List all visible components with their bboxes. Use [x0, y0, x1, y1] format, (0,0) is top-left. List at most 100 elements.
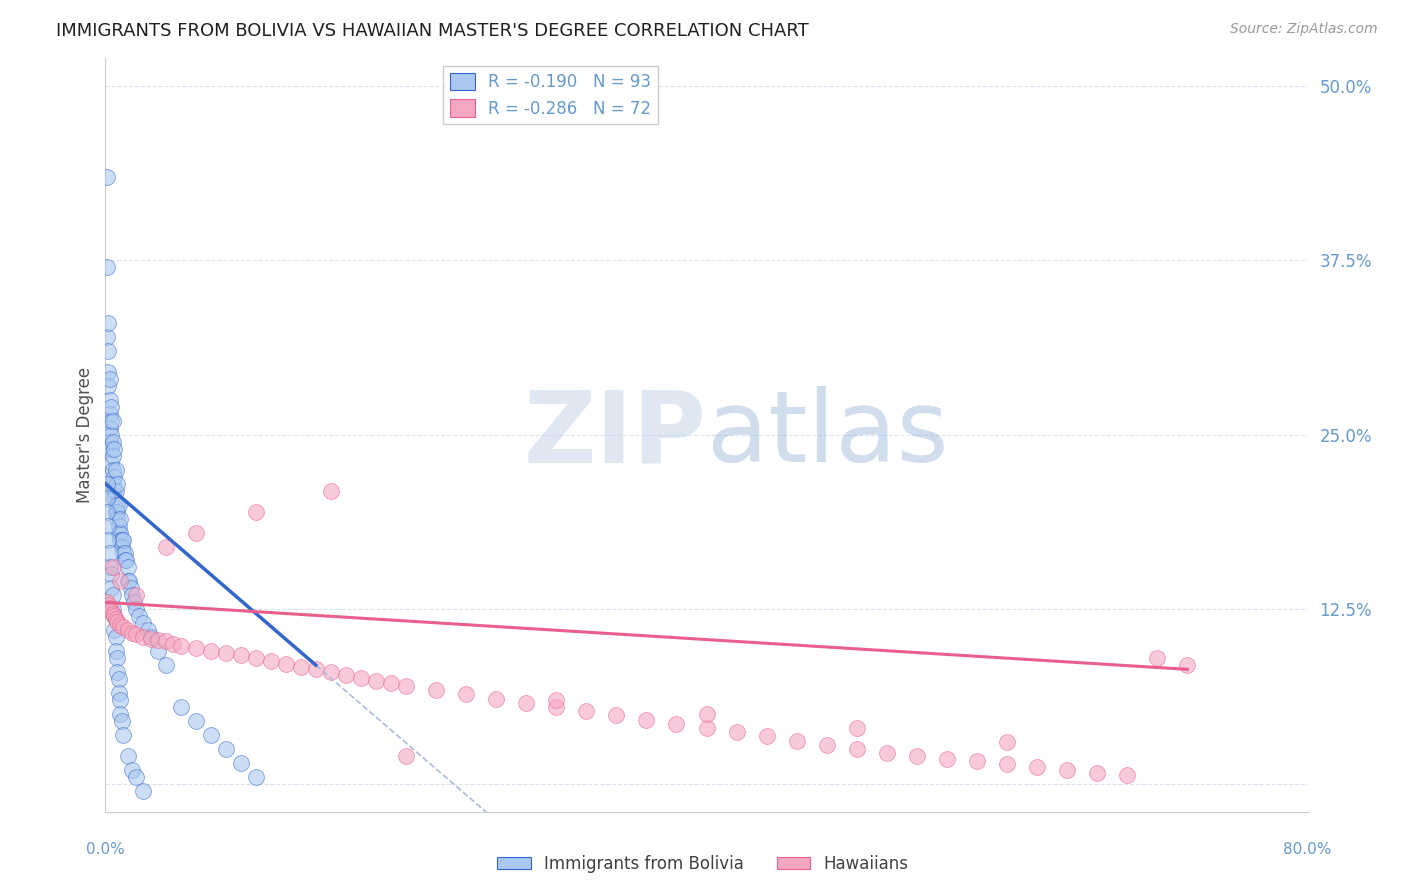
Point	[124, 627, 146, 641]
Point	[96, 260, 118, 275]
Point	[184, 714, 207, 728]
Point	[104, 498, 127, 512]
Point	[101, 434, 124, 449]
Point	[229, 648, 252, 663]
Point	[107, 651, 129, 665]
Point	[1026, 760, 1049, 774]
Point	[100, 456, 122, 470]
Point	[515, 696, 537, 710]
Point	[96, 595, 118, 609]
Point	[98, 421, 121, 435]
Point	[260, 654, 283, 668]
Point	[97, 598, 120, 612]
Point	[245, 651, 267, 665]
Point	[905, 748, 928, 763]
Point	[97, 316, 120, 330]
Point	[97, 379, 120, 393]
Point	[101, 607, 124, 621]
Point	[96, 169, 118, 184]
Point	[1175, 658, 1198, 673]
Point	[98, 434, 121, 449]
Point	[1085, 765, 1108, 780]
Point	[845, 742, 868, 756]
Point	[114, 553, 136, 567]
Point	[665, 716, 688, 731]
Point	[155, 658, 177, 673]
Point	[117, 560, 139, 574]
Point	[1116, 768, 1139, 782]
Point	[100, 442, 122, 456]
Point	[98, 407, 121, 421]
Point	[101, 463, 124, 477]
Point	[995, 757, 1018, 772]
Legend: R = -0.190   N = 93, R = -0.286   N = 72: R = -0.190 N = 93, R = -0.286 N = 72	[443, 66, 658, 124]
Point	[169, 700, 191, 714]
Point	[132, 630, 155, 644]
Point	[107, 505, 129, 519]
Point	[110, 511, 132, 525]
Point	[845, 721, 868, 735]
Point	[107, 511, 129, 525]
Point	[120, 582, 142, 596]
Point	[101, 476, 124, 491]
Point	[162, 637, 184, 651]
Point	[200, 728, 222, 742]
Point	[114, 547, 136, 561]
Point	[936, 752, 959, 766]
Point	[214, 646, 236, 660]
Point	[755, 730, 778, 744]
Point	[103, 609, 125, 624]
Text: IMMIGRANTS FROM BOLIVIA VS HAWAIIAN MASTER'S DEGREE CORRELATION CHART: IMMIGRANTS FROM BOLIVIA VS HAWAIIAN MAST…	[56, 22, 808, 40]
Point	[350, 671, 373, 685]
Y-axis label: Master's Degree: Master's Degree	[76, 367, 94, 503]
Point	[112, 620, 135, 634]
Point	[103, 491, 125, 505]
Point	[108, 525, 131, 540]
Point	[245, 770, 267, 784]
Point	[104, 644, 127, 658]
Point	[100, 567, 122, 582]
Point	[103, 483, 125, 498]
Point	[100, 428, 122, 442]
Point	[124, 602, 146, 616]
Point	[97, 365, 120, 379]
Point	[104, 463, 127, 477]
Point	[108, 686, 131, 700]
Point	[966, 755, 988, 769]
Point	[108, 518, 131, 533]
Point	[98, 547, 121, 561]
Text: ZIP: ZIP	[523, 386, 707, 483]
Point	[575, 704, 598, 718]
Point	[107, 615, 129, 629]
Point	[546, 700, 568, 714]
Point	[97, 533, 120, 547]
Point	[103, 624, 125, 638]
Point	[380, 676, 402, 690]
Point	[725, 725, 748, 739]
Point	[786, 733, 808, 747]
Point	[110, 693, 132, 707]
Point	[184, 525, 207, 540]
Point	[118, 574, 141, 589]
Point	[98, 601, 121, 615]
Point	[96, 476, 118, 491]
Point	[155, 540, 177, 554]
Point	[110, 706, 132, 721]
Point	[995, 735, 1018, 749]
Point	[485, 691, 508, 706]
Point	[101, 414, 124, 428]
Point	[395, 748, 418, 763]
Point	[229, 756, 252, 770]
Point	[122, 595, 145, 609]
Point	[101, 449, 124, 463]
Point	[111, 714, 134, 728]
Text: 0.0%: 0.0%	[86, 842, 125, 857]
Point	[104, 612, 127, 626]
Point	[124, 770, 146, 784]
Point	[100, 604, 122, 618]
Point	[110, 525, 132, 540]
Point	[104, 483, 127, 498]
Point	[1146, 651, 1168, 665]
Point	[546, 693, 568, 707]
Point	[100, 414, 122, 428]
